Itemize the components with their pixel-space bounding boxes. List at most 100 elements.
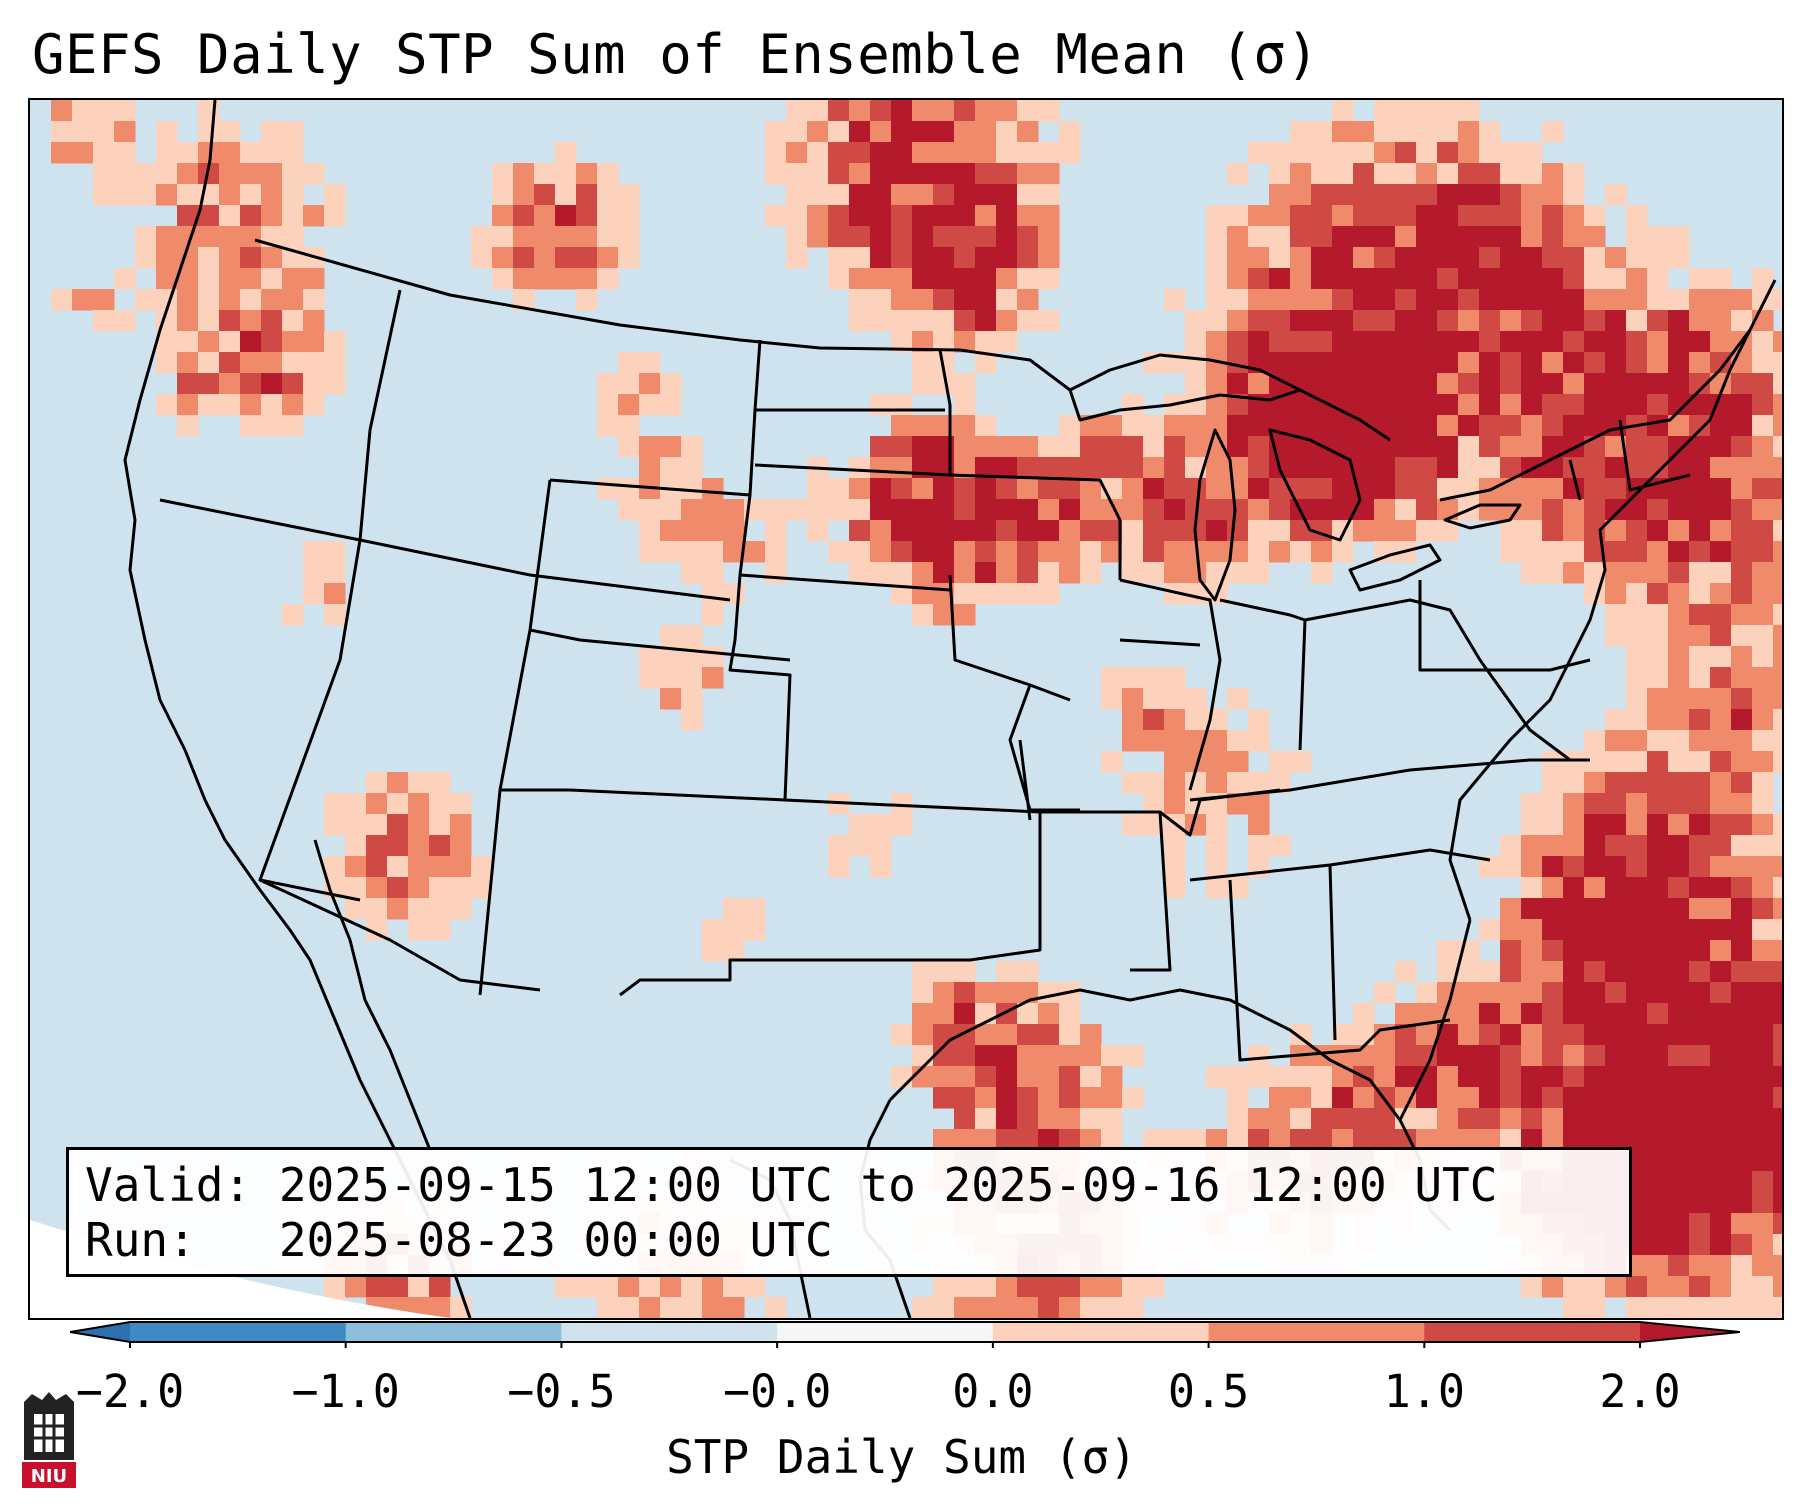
stp-cell [912,205,934,227]
stp-cell [1689,1171,1711,1193]
stp-cell [933,1129,955,1151]
stp-cell [1521,898,1543,920]
stp-cell [1017,310,1039,332]
stp-cell [1689,982,1711,1004]
stp-cell [93,121,115,143]
stp-cell [1605,1066,1627,1088]
stp-cell [1773,814,1782,836]
stp-cell [1185,436,1207,458]
stp-cell [1584,541,1606,563]
stp-cell [156,352,178,374]
stp-cell [1227,877,1249,899]
stp-cell [996,520,1018,542]
stp-cell [513,163,535,185]
stp-cell [1584,562,1606,584]
stp-cell [1773,1066,1782,1088]
stp-cell [912,268,934,290]
stp-cell [1773,1276,1782,1298]
stp-cell [1773,520,1782,542]
stp-cell [1542,394,1564,416]
stp-cell [282,226,304,248]
map-svg [30,100,1782,1318]
stp-cell [1458,961,1480,983]
stp-cell [576,268,598,290]
stp-cell [933,1066,955,1088]
valid-run-info-box: Valid: 2025-09-15 12:00 UTC to 2025-09-1… [66,1147,1632,1277]
stp-cell [1059,478,1081,500]
stp-cell [1311,310,1333,332]
stp-cell [1059,541,1081,563]
stp-cell [1605,604,1627,626]
stp-cell [1416,184,1438,206]
stp-cell [1206,730,1228,752]
stp-cell [954,247,976,269]
stp-cell [723,919,745,941]
stp-cell [1605,478,1627,500]
stp-cell [1521,1129,1543,1151]
stp-cell [1101,1276,1123,1298]
stp-cell [429,856,451,878]
stp-cell [1689,814,1711,836]
stp-cell [1227,373,1249,395]
stp-cell [1563,289,1585,311]
stp-cell [1668,1192,1690,1214]
stp-cell [1647,541,1669,563]
stp-cell [555,247,577,269]
stp-cell [891,394,913,416]
stp-cell [1689,919,1711,941]
stp-cell [1668,982,1690,1004]
stp-cell [828,184,850,206]
stp-cell [555,205,577,227]
stp-cell [1500,940,1522,962]
stp-cell [429,835,451,857]
stp-cell [1395,247,1417,269]
stp-cell [1080,1045,1102,1067]
stp-cell [1647,646,1669,668]
map-panel[interactable] [28,98,1784,1320]
stp-cell [1269,1108,1291,1130]
stp-cell [1542,205,1564,227]
stp-cell [1332,184,1354,206]
stp-cell [597,478,619,500]
stp-cell [1563,940,1585,962]
stp-cell [912,247,934,269]
stp-cell [1752,478,1774,500]
stp-cell [870,247,892,269]
stp-cell [765,499,787,521]
stp-cell [555,163,577,185]
stp-cell [1626,1045,1648,1067]
stp-cell [1227,247,1249,269]
stp-cell [1437,205,1459,227]
stp-cell [1752,436,1774,458]
stp-cell [597,247,619,269]
stp-cell [996,436,1018,458]
stp-cell [1164,688,1186,710]
stp-cell [1290,121,1312,143]
stp-cell [1290,1129,1312,1151]
stp-cell [1479,1045,1501,1067]
stp-cell [1206,520,1228,542]
stp-cell [240,352,262,374]
stp-cell [1710,646,1732,668]
stp-cell [996,499,1018,521]
stp-cell [177,142,199,164]
stp-cell [1626,268,1648,290]
stp-cell [954,1297,976,1318]
stp-cell [828,226,850,248]
stp-cell [1122,457,1144,479]
stp-cell [1122,436,1144,458]
stp-cell [1059,1129,1081,1151]
stp-cell [1332,478,1354,500]
stp-cell [1395,478,1417,500]
stp-cell [1647,520,1669,542]
stp-cell [996,982,1018,1004]
stp-cell [1647,436,1669,458]
stp-cell [912,184,934,206]
stp-cell [219,352,241,374]
stp-cell [576,163,598,185]
stp-cell [1374,310,1396,332]
stp-cell [1479,499,1501,521]
stp-cell [1773,604,1782,626]
stp-cell [1521,373,1543,395]
stp-cell [1290,1087,1312,1109]
